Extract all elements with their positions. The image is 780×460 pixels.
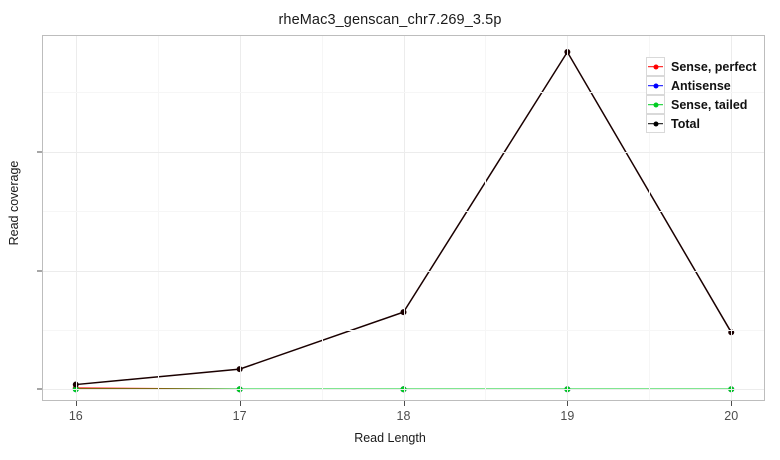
legend-item: Total	[646, 114, 756, 133]
data-point	[236, 366, 243, 373]
legend-item: Sense, perfect	[646, 57, 756, 76]
legend-item: Antisense	[646, 76, 756, 95]
grid-line-horizontal-minor	[43, 211, 764, 212]
x-axis-tick-mark	[240, 401, 241, 406]
y-axis-tick-mark	[37, 151, 42, 153]
legend-key-dot	[653, 83, 658, 88]
grid-line-horizontal-minor	[43, 92, 764, 93]
y-axis-tick-mark	[37, 388, 42, 390]
grid-line-vertical	[731, 36, 732, 400]
grid-line-horizontal	[43, 152, 764, 153]
legend-key-icon	[646, 114, 665, 133]
x-axis-tick-label: 19	[560, 409, 575, 423]
grid-line-horizontal	[43, 389, 764, 390]
chart-legend: Sense, perfect Antisense Sense, tailed Tota…	[646, 57, 756, 133]
grid-line-vertical	[567, 36, 568, 400]
grid-line-vertical	[240, 36, 241, 400]
legend-key-icon	[646, 95, 665, 114]
plot-panel	[42, 35, 765, 401]
plot-area	[43, 36, 764, 400]
x-axis-tick-mark	[567, 401, 568, 406]
data-point	[400, 309, 407, 316]
y-axis-title: Read coverage	[7, 160, 21, 246]
x-axis-title: Read Length	[354, 431, 426, 445]
chart-title: rheMac3_genscan_chr7.269_3.5p	[278, 12, 502, 28]
grid-line-vertical-minor	[485, 36, 486, 400]
data-point	[72, 381, 79, 388]
x-axis-tick-mark	[731, 401, 732, 406]
x-axis-tick-mark	[76, 401, 77, 406]
legend-key-dot	[653, 121, 658, 126]
legend-item: Sense, tailed	[646, 95, 756, 114]
grid-line-vertical-minor	[649, 36, 650, 400]
legend-item-label: Sense, perfect	[671, 59, 757, 74]
grid-line-vertical	[404, 36, 405, 400]
x-axis-tick-label: 16	[68, 409, 83, 423]
grid-line-horizontal	[43, 271, 764, 272]
x-axis-tick-label: 18	[396, 409, 411, 423]
y-axis-tick-mark	[37, 270, 42, 272]
legend-item-label: Total	[671, 116, 700, 131]
legend-key-dot	[653, 64, 658, 69]
legend-key-icon	[646, 57, 665, 76]
x-axis-tick-mark	[404, 401, 405, 406]
x-axis-tick-label: 20	[724, 409, 739, 423]
grid-line-vertical	[76, 36, 77, 400]
grid-line-vertical-minor	[158, 36, 159, 400]
legend-key-dot	[653, 102, 658, 107]
legend-item-label: Antisense	[671, 78, 731, 93]
grid-line-horizontal-minor	[43, 330, 764, 331]
legend-key-icon	[646, 76, 665, 95]
x-axis-tick-label: 17	[232, 409, 247, 423]
legend-item-label: Sense, tailed	[671, 97, 748, 112]
grid-line-vertical-minor	[322, 36, 323, 400]
